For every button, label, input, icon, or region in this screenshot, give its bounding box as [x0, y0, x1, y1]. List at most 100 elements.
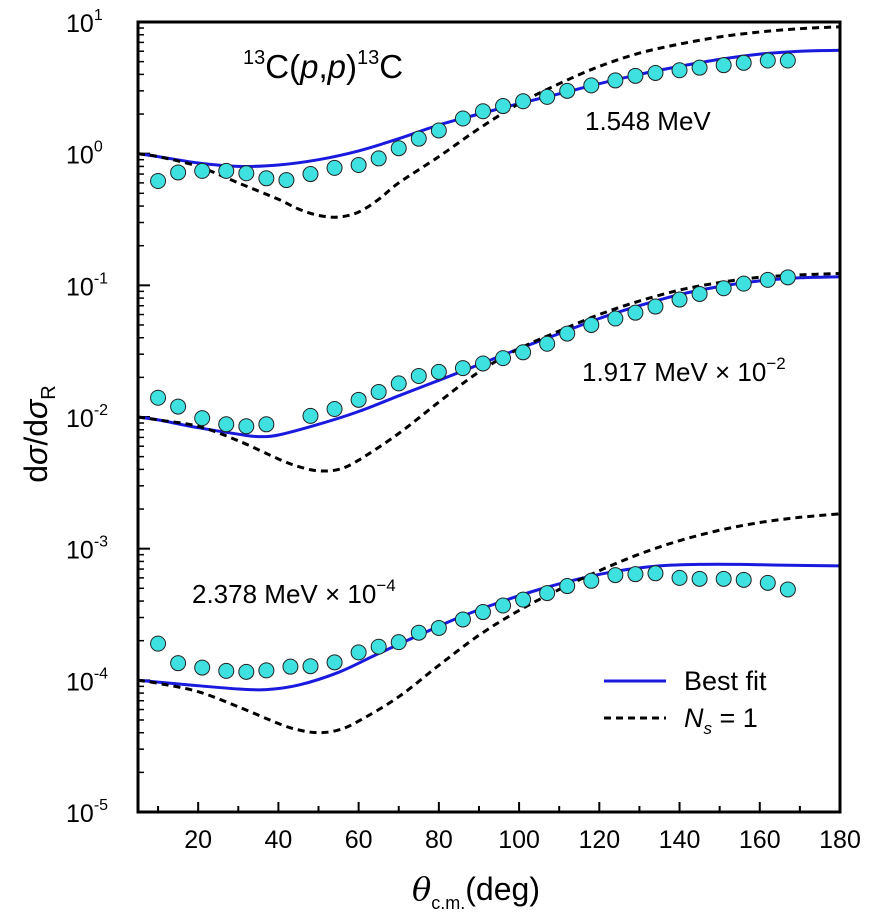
annotation-1548: 1.548 MeV: [585, 106, 711, 136]
data-point: [195, 163, 210, 178]
data-point: [411, 625, 426, 640]
data-point: [171, 399, 186, 414]
data-point: [239, 664, 254, 679]
data-point: [151, 174, 166, 189]
x-tick-label: 160: [739, 826, 781, 854]
data-point: [516, 592, 531, 607]
x-tick-label: 180: [819, 826, 861, 854]
data-point: [283, 659, 298, 674]
ns1-curve: [138, 514, 840, 733]
data-point: [455, 361, 470, 376]
data-point: [411, 131, 426, 146]
data-point: [540, 336, 555, 351]
data-point: [171, 165, 186, 180]
data-point: [391, 141, 406, 156]
data-point: [391, 376, 406, 391]
data-point: [584, 573, 599, 588]
data-point: [736, 55, 751, 70]
data-point: [648, 299, 663, 314]
x-axis-unit: (deg): [465, 871, 540, 907]
data-point: [736, 276, 751, 291]
title-mass-pre: 13: [243, 47, 265, 69]
x-tick-label: 80: [425, 826, 453, 854]
chart-title: 13C(p,p)13C: [243, 47, 403, 85]
data-point: [371, 151, 386, 166]
data-point: [151, 390, 166, 405]
data-point: [431, 620, 446, 635]
data-point: [780, 270, 795, 285]
data-point: [171, 656, 186, 671]
data-point: [760, 272, 775, 287]
legend-ns-symbol: N: [684, 703, 704, 733]
y-axis-sub: R: [38, 385, 60, 399]
data-point: [455, 612, 470, 627]
legend-ns-value: = 1: [712, 703, 758, 733]
data-point: [760, 53, 775, 68]
data-point: [760, 575, 775, 590]
title-post: C: [379, 48, 403, 85]
data-point: [455, 111, 470, 126]
x-axis-title: θc.m.(deg): [412, 870, 540, 913]
data-point: [327, 402, 342, 417]
data-point: [672, 63, 687, 78]
data-point: [259, 417, 274, 432]
data-point: [608, 568, 623, 583]
data-point: [560, 579, 575, 594]
data-point: [516, 94, 531, 109]
data-point: [303, 408, 318, 423]
y-axis-d1: d: [18, 465, 54, 483]
data-point: [560, 83, 575, 98]
annotation-2378-exp: −4: [376, 576, 395, 595]
data-point: [716, 58, 731, 73]
data-point: [628, 68, 643, 83]
data-point: [692, 60, 707, 75]
x-axis-subscript: c.m.: [431, 893, 465, 913]
data-point: [516, 345, 531, 360]
x-tick-label: 40: [264, 826, 292, 854]
data-point: [648, 566, 663, 581]
x-tick-label: 140: [659, 826, 701, 854]
data-point: [716, 281, 731, 296]
data-point: [219, 663, 234, 678]
x-tick-label: 100: [498, 826, 540, 854]
data-point: [431, 364, 446, 379]
data-point: [608, 311, 623, 326]
title-p1: p: [299, 48, 318, 85]
data-point: [780, 582, 795, 597]
title-close: ): [346, 48, 357, 85]
y-axis-slash: /d: [18, 419, 54, 446]
data-point: [496, 351, 511, 366]
data-point: [239, 419, 254, 434]
data-point: [628, 305, 643, 320]
annotation-1917-exp: −2: [766, 354, 785, 373]
data-point: [608, 73, 623, 88]
data-point: [496, 99, 511, 114]
y-tick-label: 100: [66, 139, 103, 170]
data-point: [716, 571, 731, 586]
data-point: [219, 417, 234, 432]
legend-best-fit-label: Best fit: [684, 666, 767, 696]
y-tick-label: 10-5: [66, 797, 108, 828]
data-point: [411, 368, 426, 383]
data-point: [475, 605, 490, 620]
legend: Best fit Ns = 1: [604, 666, 767, 738]
x-tick-label: 20: [184, 826, 212, 854]
title-p2: p: [327, 48, 346, 85]
data-point: [584, 78, 599, 93]
x-tick-label: 120: [578, 826, 620, 854]
data-point: [672, 570, 687, 585]
data-point: [540, 586, 555, 601]
data-point: [584, 317, 599, 332]
data-point: [239, 166, 254, 181]
data-point: [692, 286, 707, 301]
annotation-1917: 1.917 MeV × 10−2: [582, 354, 786, 387]
x-axis-symbol: θ: [412, 870, 431, 908]
y-tick-label: 10-2: [66, 402, 108, 433]
data-point: [560, 326, 575, 341]
data-point: [327, 160, 342, 175]
legend-ns1-label: Ns = 1: [684, 703, 758, 738]
data-point: [259, 663, 274, 678]
annotation-1917-text: 1.917 MeV × 10: [582, 357, 766, 387]
data-point: [540, 89, 555, 104]
